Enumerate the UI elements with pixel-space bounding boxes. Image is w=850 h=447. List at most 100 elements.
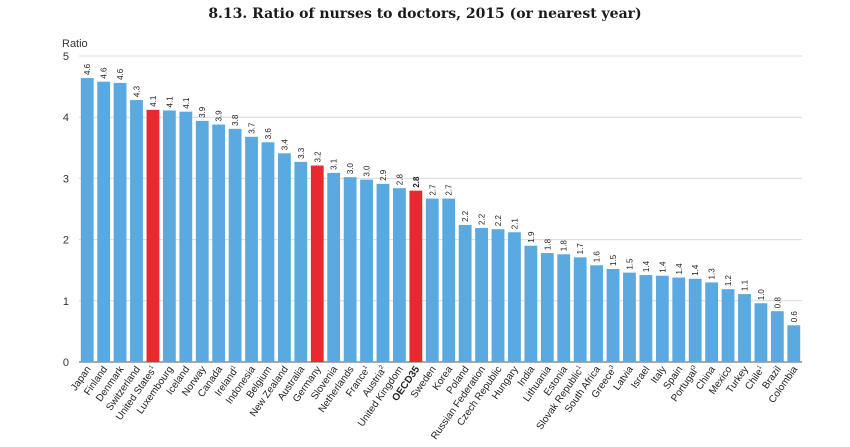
data-label: 2.2: [494, 215, 503, 227]
bar: [393, 188, 406, 362]
bar: [623, 272, 636, 362]
data-label: 1.7: [576, 243, 585, 255]
data-label: 1.2: [724, 275, 733, 287]
y-tick-label: 4: [63, 112, 69, 124]
data-label: 3.1: [330, 158, 339, 170]
bar: [360, 179, 373, 362]
data-label: 3.8: [231, 114, 240, 126]
bar: [508, 232, 521, 362]
data-label: 2.7: [428, 184, 437, 196]
bar: [179, 111, 193, 362]
data-label: 1.4: [675, 263, 684, 275]
bar: [294, 161, 308, 362]
data-label: 1.8: [560, 240, 569, 252]
data-label: 3.3: [297, 147, 306, 159]
data-label: 3.0: [346, 163, 355, 175]
data-label: 3.2: [313, 151, 322, 163]
bar: [113, 82, 127, 362]
bar: [458, 224, 472, 362]
bar: [130, 100, 143, 363]
bar: [721, 289, 735, 362]
data-label: 4.1: [149, 95, 158, 107]
data-label: 2.2: [478, 213, 487, 225]
y-tick-label: 2: [63, 235, 69, 247]
data-label: 1.1: [740, 279, 749, 291]
data-label: 4.6: [100, 67, 109, 79]
data-label: 3.7: [248, 122, 257, 134]
y-tick-label: 3: [63, 173, 69, 185]
bar: [261, 142, 275, 362]
bar: [80, 78, 94, 363]
bar: [688, 278, 702, 362]
data-label: 1.4: [691, 264, 700, 276]
bar: [770, 311, 784, 362]
data-label: 2.9: [379, 169, 388, 181]
data-label: 2.1: [510, 218, 519, 230]
data-label: 4.3: [133, 85, 142, 97]
bar: [491, 229, 505, 362]
bar: [475, 227, 488, 362]
bar: [343, 177, 357, 362]
bar: [162, 110, 176, 362]
bar: [245, 136, 258, 362]
bar: [639, 275, 653, 362]
bar: [277, 153, 291, 362]
bar: [97, 81, 111, 362]
bar: [590, 265, 604, 362]
data-label: 1.5: [625, 258, 634, 270]
data-label: 4.1: [165, 96, 174, 108]
data-label: 1.6: [593, 251, 602, 263]
bar: [425, 198, 439, 362]
bars: [80, 78, 801, 363]
data-label: 1.3: [708, 268, 717, 280]
y-tick-label: 5: [63, 51, 69, 63]
data-label: 4.6: [116, 68, 125, 80]
bar: [557, 254, 571, 362]
data-label: 2.7: [445, 184, 454, 196]
y-tick-label: 1: [63, 296, 69, 308]
y-axis: 0 1 2 3 4 5: [63, 51, 69, 369]
bar: [195, 120, 209, 362]
data-label: 4.1: [182, 97, 191, 109]
y-tick-label: 0: [63, 357, 69, 369]
bar: [409, 190, 423, 362]
data-label: 3.9: [198, 106, 207, 118]
data-label: 4.6: [83, 63, 92, 75]
bar: [655, 275, 669, 362]
data-label: 0.6: [790, 311, 799, 323]
data-label: 3.4: [280, 139, 289, 151]
bar: [327, 172, 341, 362]
bar: [310, 165, 324, 362]
data-label: 1.9: [527, 231, 536, 243]
data-label: 1.8: [543, 238, 552, 250]
data-label: 1.4: [658, 261, 667, 273]
bar: [754, 303, 768, 362]
bar: [524, 245, 538, 362]
bar: [212, 124, 226, 362]
data-label: 1.5: [609, 254, 618, 266]
bar: [540, 253, 554, 362]
bar: [228, 128, 242, 362]
bar: [146, 109, 160, 362]
bar: [738, 294, 751, 362]
data-label: 1.4: [642, 260, 651, 272]
data-label: 2.8: [412, 176, 421, 188]
bar: [787, 325, 801, 362]
data-label: 3.6: [264, 128, 273, 140]
data-label: 3.9: [215, 110, 224, 122]
data-label: 1.0: [757, 289, 766, 301]
data-label: 0.8: [773, 297, 782, 309]
bar: [705, 282, 719, 362]
bar: [672, 277, 686, 362]
y-axis-label: Ratio: [62, 38, 88, 50]
data-label: 3.0: [363, 165, 372, 177]
bar: [573, 257, 587, 362]
data-labels: 4.6 4.6 4.6 4.3 4.1 4.1 4.1 3.9 3.9 3.8 3.7 3.6 3.4 3…: [83, 63, 799, 322]
bar: [442, 198, 456, 362]
bar: [606, 268, 620, 362]
x-tick-label: Israel: [629, 364, 652, 390]
bar: [376, 183, 390, 362]
chart-title: 8.13. Ratio of nurses to doctors, 2015 (…: [208, 6, 642, 22]
